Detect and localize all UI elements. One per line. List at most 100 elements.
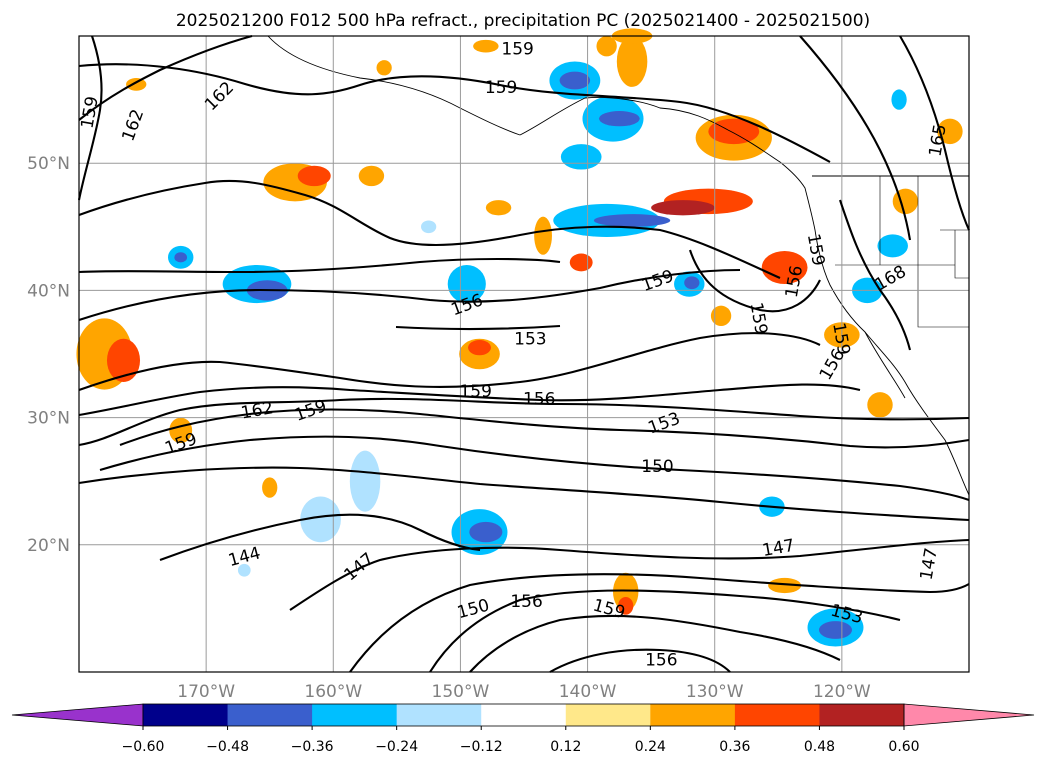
chart-title: 2025021200 F012 500 hPa refract., precip… [176,11,870,31]
colorbar-tick-label: −0.12 [460,739,503,755]
colorbar-tick-label: 0.12 [550,739,581,755]
precip-shading-patch [710,305,732,327]
precip-shading-patch [534,216,552,255]
precip-shading-patch [169,417,193,444]
x-tick-label: 150°W [432,682,490,702]
precip-shading-patch [358,165,385,187]
colorbar-tick-label: −0.60 [122,739,165,755]
precip-shading-patch [867,392,893,418]
contour-line [99,435,970,501]
contour-line [799,35,912,241]
colorbar-tick-label: −0.24 [375,739,418,755]
contour-line [289,538,970,611]
precip-shading-patch [376,60,392,76]
x-tick-label: 120°W [813,682,871,702]
contour-line [78,466,970,522]
colorbar-extend-max [903,703,1035,727]
refractivity-contours [77,34,970,673]
colorbar-tick-label: 0.24 [635,739,666,755]
colorbar-bin [481,704,567,726]
precip-shading-patch [468,340,491,356]
contour-line [839,199,912,351]
x-tick-label: 160°W [304,682,362,702]
contour-line [78,179,781,279]
precip-shading-patch [818,621,853,639]
colorbar-bin [565,704,651,726]
precip-shading-patch [569,253,593,272]
y-tick-label: 30°N [27,409,70,429]
colorbar-bin [734,704,820,726]
contour-label: 156 [510,592,542,612]
precip-shading-patch [560,144,602,170]
colorbar-tick-label: 0.48 [804,739,835,755]
precip-shading-patch [593,214,671,227]
contour-labels: 1591591621621591651591561531591561591681… [77,40,950,671]
precip-shading-patch [877,234,908,258]
contour-line [119,408,970,449]
contour-line [78,268,741,321]
precip-shading-patch [300,496,341,543]
colorbar-tick-label: 0.60 [888,739,919,755]
contour-label: 150 [641,457,673,477]
x-tick-label: 140°W [559,682,617,702]
precip-shading-patch [768,577,802,594]
contour-label: 159 [501,40,533,60]
colorbar-tick-label: −0.48 [206,739,249,755]
colorbar-extend-min [11,703,144,727]
x-tick-label: 170°W [177,682,235,702]
precip-shading-patch [473,39,499,53]
precip-shading-patch [708,118,760,145]
contour-line [549,648,731,673]
contour-line [78,383,861,417]
contour-line [78,257,561,274]
precip-shading-patch [616,36,648,87]
precip-shading-patch [297,165,331,187]
precip-shading-patch [126,77,147,91]
contour-label: 159 [459,382,491,402]
contour-label: 159 [485,78,517,98]
contour-line [349,573,970,673]
precip-shading-patch [596,36,617,57]
contour-line [78,397,970,447]
contour-line [78,63,831,163]
coastlines [267,35,970,496]
map-panel: 1591591621621591651591561531591561591681… [27,28,970,702]
precip-shading-patch [447,264,486,304]
alaska-coastline [267,35,729,136]
precip-shading-patch [618,596,634,615]
x-axis-ticks: 170°W 160°W 150°W 140°W 130°W 120°W [177,682,871,702]
colorbar-tick-label: −0.36 [291,739,334,755]
precip-shading-patch [559,71,591,90]
contour-label: 156 [645,650,677,670]
colorbar: −0.60 −0.48 −0.36 −0.24 −0.12 0.12 0.24 0.36 0.4… [11,703,1035,755]
precip-shading-patch [485,200,512,216]
contour-line [689,249,821,313]
precip-shading-patch [892,188,919,215]
precip-shading-patch [174,252,188,263]
contour-line [159,513,481,561]
colorbar-bin [819,704,905,726]
colorbar-bin [396,704,482,726]
contour-line [78,332,821,391]
contour-line [395,324,561,331]
precip-shading-patch [891,89,907,110]
y-axis-ticks: 50°N 40°N 30°N 20°N [27,154,70,556]
y-tick-label: 40°N [27,281,70,301]
precip-shading-patch [262,477,278,498]
contour-line [469,614,841,673]
y-tick-label: 20°N [27,536,70,556]
map-frame [78,35,970,673]
precip-shading-patch [106,338,141,382]
north-america-coastline [727,129,970,496]
precip-shading-patch [421,220,437,234]
precip-shading-patch [937,118,963,145]
colorbar-tick-label: 0.36 [719,739,750,755]
contour-line [899,35,970,231]
contour-label: 156 [523,390,555,410]
contour-label: 153 [514,330,546,350]
precip-shading-patch [684,276,700,290]
x-tick-label: 130°W [686,682,744,702]
colorbar-bin [312,704,398,726]
y-tick-label: 50°N [27,154,70,174]
